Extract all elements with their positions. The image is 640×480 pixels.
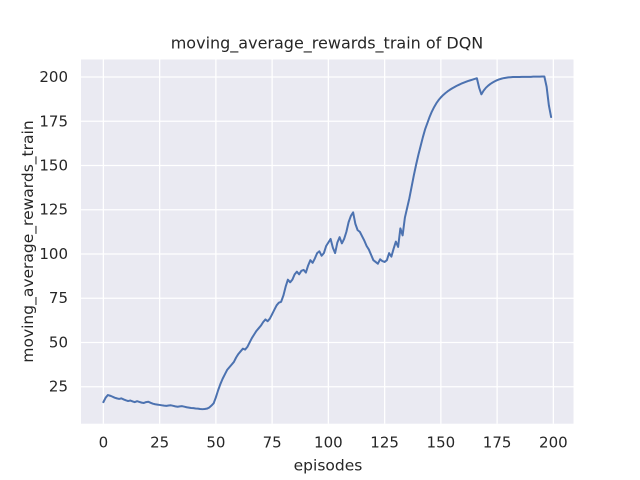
chart-title: moving_average_rewards_train of DQN: [171, 34, 484, 54]
y-tick-label: 125: [39, 201, 68, 219]
x-tick-label: 125: [370, 434, 399, 452]
axes-background: [81, 59, 574, 424]
x-tick-label: 0: [99, 434, 109, 452]
axes-layer: 0 25 50 75 100 125 150 175 200 25 50 75 100 125 150 175…: [39, 59, 574, 452]
y-tick-label: 50: [49, 333, 68, 351]
x-tick-label: 150: [427, 434, 456, 452]
x-tick-label: 200: [539, 434, 568, 452]
x-tick-label: 175: [483, 434, 512, 452]
y-tick-label: 150: [39, 157, 68, 175]
x-tick-label: 75: [263, 434, 282, 452]
x-axis-label: episodes: [294, 457, 363, 475]
x-tick-label: 25: [150, 434, 169, 452]
y-tick-label: 100: [39, 245, 68, 263]
y-tick-label: 175: [39, 112, 68, 130]
y-tick-label: 200: [39, 68, 68, 86]
x-tick-label: 50: [206, 434, 225, 452]
reward-line-series: [102, 75, 553, 411]
x-tick-label: 100: [314, 434, 343, 452]
y-tick-label: 25: [49, 378, 68, 396]
y-axis-label: moving_average_rewards_train: [19, 120, 38, 362]
y-tick-label: 75: [49, 289, 68, 307]
